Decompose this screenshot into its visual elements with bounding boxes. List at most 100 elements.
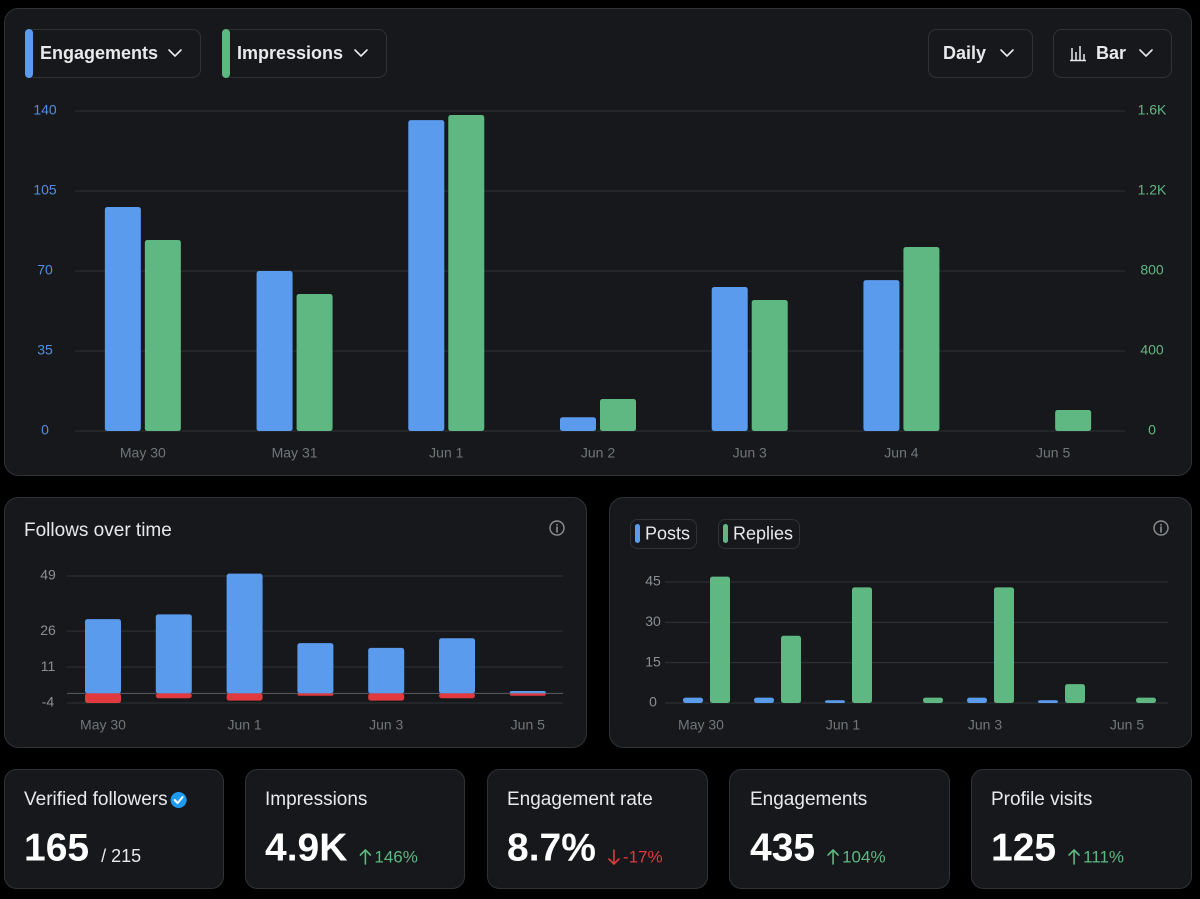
chevron bbox=[168, 49, 182, 57]
bar bbox=[967, 697, 987, 703]
bar bbox=[923, 697, 943, 703]
stat-value: 8.7% bbox=[507, 826, 596, 869]
legend-chip[interactable]: Posts bbox=[630, 519, 697, 549]
bar bbox=[852, 587, 872, 703]
stat-title: Engagements bbox=[750, 789, 867, 810]
verified-badge bbox=[170, 792, 187, 808]
stat-value: 4.9K bbox=[265, 826, 347, 869]
dropdown-label[interactable]: Impressions bbox=[237, 43, 343, 63]
bar bbox=[560, 417, 596, 431]
dropdown-box[interactable] bbox=[1053, 29, 1172, 78]
legend-label[interactable]: Replies bbox=[733, 523, 793, 543]
stat-value: 125 bbox=[991, 826, 1056, 869]
stat-card bbox=[729, 769, 950, 889]
bar bbox=[509, 691, 546, 694]
series-swatch bbox=[222, 29, 230, 78]
dropdown-box[interactable] bbox=[928, 29, 1033, 78]
legend-box[interactable] bbox=[630, 519, 697, 549]
bar bbox=[144, 240, 181, 431]
stat-change: 111% bbox=[1083, 847, 1124, 866]
info-icon[interactable] bbox=[549, 520, 565, 536]
y-tick-label: 11 bbox=[41, 658, 56, 674]
y2-tick-label: 1.6K bbox=[1138, 102, 1167, 118]
legend-box[interactable] bbox=[718, 519, 800, 549]
stat-change: -17% bbox=[623, 847, 663, 866]
y-tick-label: 0 bbox=[41, 422, 49, 438]
y-tick-label: 105 bbox=[33, 182, 57, 198]
bar bbox=[256, 271, 293, 431]
bar bbox=[104, 207, 141, 431]
dropdown-label[interactable]: Bar bbox=[1096, 43, 1126, 63]
y-tick-label: -4 bbox=[42, 694, 55, 710]
x-tick-label: Jun 3 bbox=[369, 717, 403, 733]
bar bbox=[825, 700, 845, 703]
y-tick-label: 35 bbox=[37, 342, 53, 358]
stat-card bbox=[487, 769, 708, 889]
bar bbox=[683, 697, 703, 703]
bar bbox=[368, 647, 405, 694]
bar bbox=[863, 280, 900, 431]
x-tick-label: Jun 3 bbox=[968, 717, 1002, 733]
main-chart-card bbox=[4, 8, 1192, 476]
stat-title: Engagement rate bbox=[507, 789, 653, 810]
interval-dropdown[interactable]: Daily bbox=[928, 29, 1033, 78]
bar bbox=[85, 619, 121, 694]
bar bbox=[710, 576, 730, 703]
x-tick-label: May 30 bbox=[80, 717, 126, 733]
dropdown-label[interactable]: Daily bbox=[943, 43, 986, 63]
bar bbox=[509, 693, 546, 696]
bar bbox=[408, 120, 445, 432]
bar bbox=[296, 294, 333, 431]
info-circle[interactable] bbox=[549, 520, 565, 536]
bar bbox=[1038, 700, 1058, 703]
chevron bbox=[1000, 49, 1014, 57]
marks: 0 35 70 105 140 0 400 800 1.2K 1.6K May 30 May 31 Ju… bbox=[24, 102, 1168, 869]
bar bbox=[297, 693, 334, 696]
x-tick-label: May 31 bbox=[272, 445, 318, 461]
y2-tick-label: 1.2K bbox=[1138, 182, 1167, 198]
legend-label[interactable]: Posts bbox=[645, 523, 690, 543]
info-icon[interactable] bbox=[1153, 520, 1169, 536]
legend-chip[interactable]: Replies bbox=[718, 519, 800, 549]
y-tick-label: 26 bbox=[40, 622, 56, 638]
bar bbox=[85, 693, 121, 703]
series-swatch bbox=[25, 29, 33, 78]
stat-title: Verified followers bbox=[24, 789, 168, 810]
x-tick-label: May 30 bbox=[120, 445, 166, 461]
x-tick-label: Jun 1 bbox=[429, 445, 463, 461]
dropdown-label[interactable]: Engagements bbox=[40, 43, 158, 63]
x-tick-label: May 30 bbox=[678, 717, 724, 733]
bar bbox=[751, 300, 788, 431]
arrow-down bbox=[608, 849, 620, 865]
chart-style-dropdown[interactable]: Bar bbox=[1053, 29, 1172, 78]
stat-total: / 215 bbox=[101, 846, 141, 866]
bar bbox=[439, 693, 475, 699]
bar bbox=[1136, 697, 1156, 703]
impressions-dropdown[interactable]: Impressions bbox=[222, 29, 387, 78]
stat-change: 146% bbox=[374, 847, 417, 866]
y-tick-label: 140 bbox=[33, 102, 57, 118]
y-tick-label: 30 bbox=[645, 613, 661, 629]
chart-title: Follows over time bbox=[24, 520, 172, 541]
arrow-up bbox=[359, 849, 372, 865]
x-tick-label: Jun 3 bbox=[733, 445, 767, 461]
y-tick-label: 15 bbox=[645, 653, 661, 669]
bar bbox=[903, 247, 940, 431]
stat-change: 104% bbox=[842, 847, 885, 866]
y-tick-label: 49 bbox=[40, 567, 56, 583]
bar bbox=[448, 115, 485, 431]
y-tick-label: 0 bbox=[649, 694, 657, 710]
x-tick-label: Jun 1 bbox=[826, 717, 860, 733]
bar bbox=[1055, 410, 1092, 431]
verified-check bbox=[173, 796, 184, 804]
arrow-up bbox=[827, 849, 839, 865]
x-tick-label: Jun 4 bbox=[884, 445, 918, 461]
bar bbox=[600, 399, 636, 431]
info-circle[interactable] bbox=[1153, 520, 1169, 536]
x-tick-label: Jun 5 bbox=[1036, 445, 1070, 461]
bar bbox=[711, 287, 748, 431]
engagements-dropdown[interactable]: Engagements bbox=[25, 29, 201, 78]
bar-icon bbox=[1070, 46, 1086, 62]
arrow-up bbox=[1068, 849, 1080, 865]
